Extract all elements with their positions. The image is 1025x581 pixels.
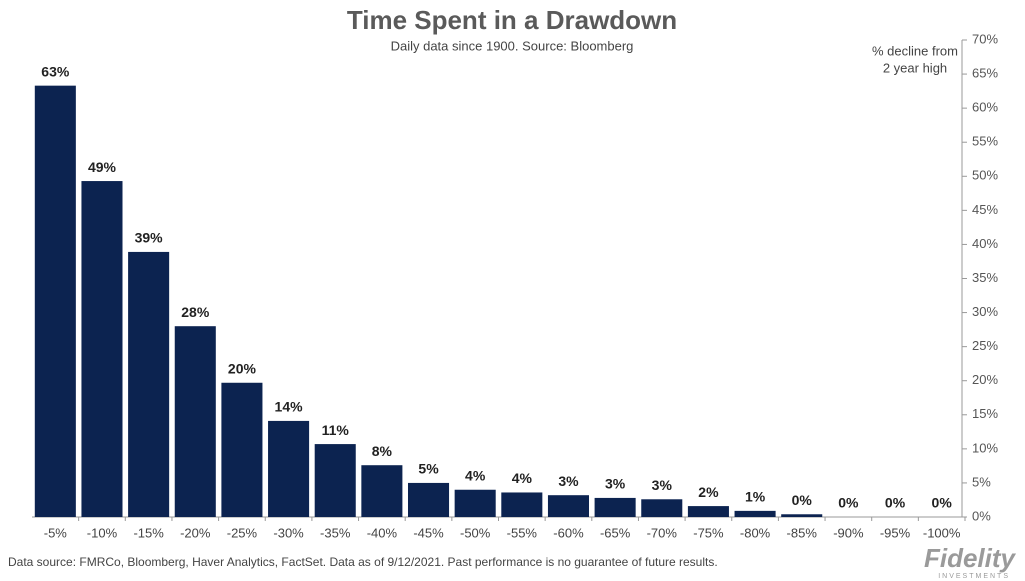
data-label: 11% xyxy=(322,422,350,438)
x-tick-label: -25% xyxy=(227,525,258,540)
x-tick-label: -95% xyxy=(880,525,911,540)
bar xyxy=(221,382,263,517)
data-label: 8% xyxy=(372,443,393,459)
x-tick-label: -15% xyxy=(133,525,164,540)
bar xyxy=(314,444,356,517)
data-label: 2% xyxy=(698,484,719,500)
data-label: 3% xyxy=(558,473,579,489)
data-label: 63% xyxy=(41,63,70,79)
data-label: 5% xyxy=(418,461,439,477)
x-tick-label: -70% xyxy=(647,525,678,540)
y-tick-label: 10% xyxy=(972,440,998,455)
bar xyxy=(361,465,403,517)
y-tick-label: 0% xyxy=(972,508,991,523)
y-tick-label: 30% xyxy=(972,304,998,319)
bar xyxy=(128,251,170,517)
data-label: 49% xyxy=(88,159,117,175)
brand-logo: Fidelity xyxy=(924,543,1017,573)
data-label: 0% xyxy=(885,495,906,511)
y-tick-label: 20% xyxy=(972,372,998,387)
x-tick-label: -35% xyxy=(320,525,351,540)
data-label: 1% xyxy=(745,489,766,505)
bar xyxy=(594,497,636,517)
x-tick-label: -5% xyxy=(44,525,68,540)
bar xyxy=(501,492,543,517)
x-tick-label: -85% xyxy=(787,525,818,540)
data-label: 3% xyxy=(605,476,626,492)
data-label: 0% xyxy=(792,492,813,508)
x-tick-label: -75% xyxy=(693,525,724,540)
bar xyxy=(407,482,450,517)
x-tick-label: -50% xyxy=(460,525,491,540)
y-tick-label: 15% xyxy=(972,406,998,421)
y-tick-label: 65% xyxy=(972,66,998,81)
x-tick-label: -40% xyxy=(367,525,398,540)
bar xyxy=(174,326,216,517)
brand-subtitle: INVESTMENTS xyxy=(938,573,1010,580)
bar xyxy=(81,181,123,517)
data-label: 0% xyxy=(838,495,859,511)
x-tick-label: -10% xyxy=(87,525,118,540)
bar xyxy=(734,510,776,517)
x-tick-label: -100% xyxy=(923,525,961,540)
data-label: 28% xyxy=(181,304,210,320)
y-tick-label: 5% xyxy=(972,474,991,489)
y-axis-label: 2 year high xyxy=(883,60,947,75)
bar xyxy=(641,499,683,517)
y-tick-label: 35% xyxy=(972,270,998,285)
bar xyxy=(781,514,823,517)
x-tick-label: -90% xyxy=(833,525,864,540)
bar xyxy=(547,495,590,517)
x-tick-label: -20% xyxy=(180,525,211,540)
data-label: 4% xyxy=(512,470,533,486)
x-tick-label: -30% xyxy=(273,525,304,540)
x-tick-label: -55% xyxy=(507,525,538,540)
bar xyxy=(268,420,310,517)
chart-subtitle: Daily data since 1900. Source: Bloomberg xyxy=(391,38,634,53)
x-tick-label: -60% xyxy=(553,525,584,540)
y-tick-label: 70% xyxy=(972,31,998,46)
data-label: 0% xyxy=(932,495,953,511)
footnote: Data source: FMRCo, Bloomberg, Haver Ana… xyxy=(8,555,718,569)
x-tick-label: -80% xyxy=(740,525,771,540)
x-tick-label: -45% xyxy=(413,525,444,540)
bar xyxy=(454,489,496,517)
bar xyxy=(34,85,76,518)
y-tick-label: 25% xyxy=(972,338,998,353)
data-label: 20% xyxy=(228,360,257,376)
data-label: 3% xyxy=(652,477,673,493)
bar xyxy=(687,506,729,517)
y-tick-label: 40% xyxy=(972,236,998,251)
y-axis-label: % decline from xyxy=(872,43,958,58)
chart-title: Time Spent in a Drawdown xyxy=(347,5,677,35)
data-label: 4% xyxy=(465,467,486,483)
x-tick-label: -65% xyxy=(600,525,631,540)
data-label: 39% xyxy=(135,230,164,246)
y-tick-label: 45% xyxy=(972,202,998,217)
y-tick-label: 55% xyxy=(972,134,998,149)
y-tick-label: 50% xyxy=(972,168,998,183)
data-label: 14% xyxy=(275,399,304,415)
y-tick-label: 60% xyxy=(972,100,998,115)
